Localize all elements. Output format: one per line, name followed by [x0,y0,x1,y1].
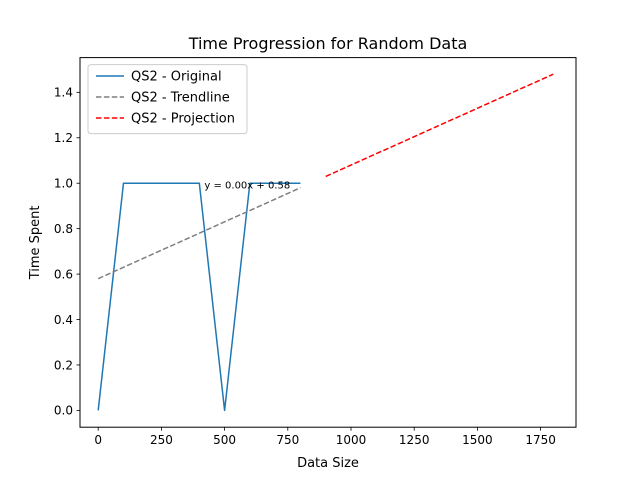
x-tick-label: 500 [213,433,236,447]
x-tick-label: 1000 [336,433,367,447]
y-tick-label: 0.0 [54,404,73,418]
y-axis-ticks: 0.0 0.2 0.4 0.6 0.8 1.0 1.2 1.4 [54,86,80,418]
y-tick-label: 0.2 [54,358,73,372]
series-line-qs2-original [97,182,301,412]
y-tick-label: 0.6 [54,267,73,281]
x-tick-label: 1250 [399,433,430,447]
plot-area-frame [79,57,577,428]
x-tick-label: 0 [94,433,102,447]
x-axis-ticks: 0 250 500 750 1000 1250 1500 1750 [94,427,556,447]
annotation-layer: y = 0.00x + 0.58 [204,180,290,191]
y-tick-label: 0.8 [54,222,73,236]
legend-label: QS2 - Projection [131,112,235,127]
x-tick-label: 250 [150,433,173,447]
x-tick-label: 1750 [525,433,556,447]
trendline-equation-annotation: y = 0.00x + 0.58 [204,180,290,191]
y-axis-label: Time Spent [28,206,43,281]
y-tick-label: 0.4 [54,313,73,327]
y-tick-label: 1.2 [54,131,73,145]
series-layer [97,73,554,412]
series-line-qs2-projection [325,73,554,178]
chart-title: Time Progression for Random Data [188,34,468,53]
series-line-qs2-trendline [97,187,301,280]
legend-box [87,64,248,135]
legend-label: QS2 - Trendline [131,91,230,106]
x-axis-label: Data Size [297,456,359,471]
legend-label: QS2 - Original [131,70,222,85]
y-tick-label: 1.0 [54,177,73,191]
x-tick-label: 1500 [462,433,493,447]
y-tick-label: 1.4 [54,86,73,100]
chart-legend: QS2 - Original QS2 - Trendline QS2 - Proje… [87,64,248,135]
x-tick-label: 750 [276,433,299,447]
